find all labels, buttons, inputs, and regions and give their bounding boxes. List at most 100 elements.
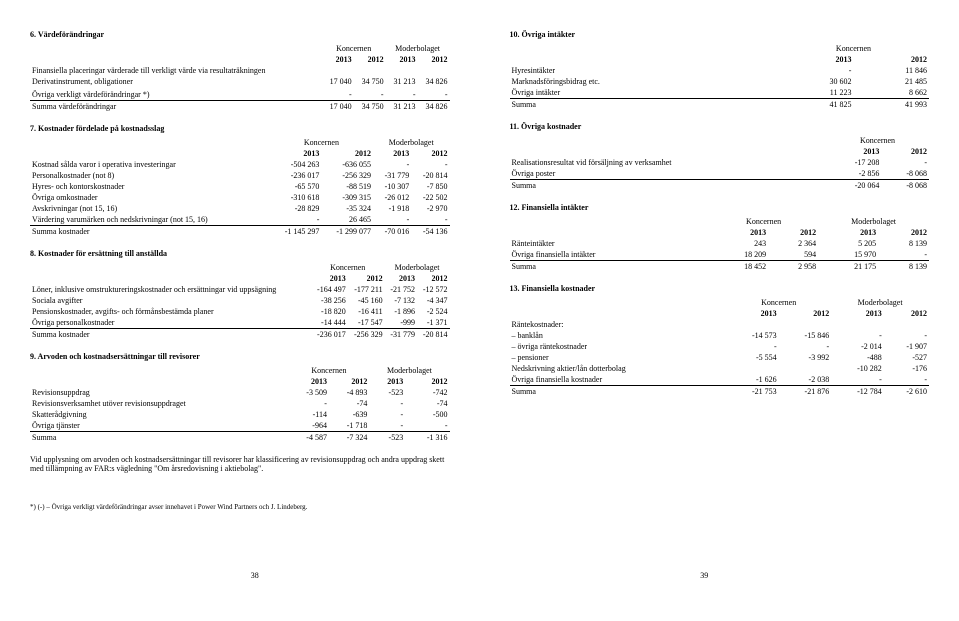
cell-value: - [289,398,329,409]
cell-value: -7 132 [385,295,417,306]
cell-value: 34 750 [354,76,386,87]
cell-value: -488 [831,352,884,363]
row-label: Hyresintäkter [510,65,778,76]
cell-value: -2 524 [417,306,449,317]
section-6-title: 6. Värdeförändringar [30,30,450,39]
table-12-body: Ränteintäkter2432 3645 2058 139Övriga fi… [510,238,930,272]
cell-value [884,319,929,330]
cell-value: - [411,159,449,170]
row-label: Summa kostnader [30,226,270,238]
cell-value: -1 896 [385,306,417,317]
page-numbers: 38 39 [30,571,929,580]
row-label: Övriga verkligt värdeförändringar *) [30,89,322,101]
row-label: Ränteintäkter [510,238,710,249]
cell-value: 41 993 [853,99,929,111]
table-7: Koncernen Moderbolaget 2013 2012 2013 20… [30,137,450,237]
row-label: Summa värdeförändringar [30,101,322,113]
group-head: Koncernen [826,135,929,146]
group-head: Koncernen [322,43,386,54]
row-label: Skatterådgivning [30,409,289,420]
cell-value: -176 [884,363,929,374]
section-8-title: 8. Kostnader för ersättning till anställ… [30,249,450,258]
cell-value: -45 160 [348,295,385,306]
cell-value: -14 573 [726,330,779,341]
cell-value: - [411,214,449,226]
cell-value: -70 016 [373,226,411,238]
cell-value: -4 893 [329,387,369,398]
row-label: Nedskrivning aktier/lån dotterbolag [510,363,727,374]
table-6-body: Finansiella placeringar värderade till v… [30,65,450,112]
year-head: 2012 [779,308,832,319]
cell-value: 34 826 [418,101,450,113]
cell-value: -1 918 [373,203,411,214]
row-label: Marknadsföringsbidrag etc. [510,76,778,87]
cell-value: -4 587 [289,432,329,444]
footnote-left: *) (-) – Övriga verkligt värdeförändring… [30,503,450,511]
table-6: Koncernen Moderbolaget 2013 2012 2013 20… [30,43,450,112]
group-head: Koncernen [289,365,370,376]
table-9-body: Revisionsuppdrag-3 509-4 893-523-742Revi… [30,387,450,443]
cell-value: -999 [385,317,417,329]
year-head: 2013 [289,376,329,387]
cell-value: -4 347 [417,295,449,306]
cell-value: 18 209 [709,249,768,261]
year-head: 2013 [778,54,854,65]
cell-value: 17 040 [322,76,354,87]
cell-value: 21 485 [853,76,929,87]
cell-value: -17 547 [348,317,385,329]
row-label: Avskrivningar (not 15, 16) [30,203,270,214]
cell-value: -636 055 [321,159,373,170]
row-label: – pensioner [510,352,727,363]
cell-value: -523 [369,387,405,398]
row-label: Summa [30,432,289,444]
row-label: Övriga finansiella intäkter [510,249,710,261]
cell-value: -17 208 [826,157,881,168]
row-label: Summa [510,180,827,192]
year-head: 2012 [418,54,450,65]
row-label: Övriga intäkter [510,87,778,99]
cell-value: - [726,341,779,352]
row-label: Finansiella placeringar värderade till v… [30,65,322,76]
cell-value: -14 444 [311,317,348,329]
cell-value: - [270,214,322,226]
row-label: Övriga omkostnader [30,192,270,203]
section-7-title: 7. Kostnader fördelade på kostnadsslag [30,124,450,133]
right-page: 10. Övriga intäkter Koncernen 2013 2012 … [510,20,930,511]
cell-value: -38 256 [311,295,348,306]
row-label: Personalkostnader (not 8) [30,170,270,181]
cell-value: -16 411 [348,306,385,317]
cell-value: - [405,420,449,432]
year-head: 2012 [348,273,385,284]
cell-value: 8 139 [878,261,929,273]
group-head: Moderbolaget [386,43,450,54]
cell-value: -256 329 [321,170,373,181]
table-8-body: Löner, inklusive omstruktureringskostnad… [30,284,450,340]
page-number-right: 39 [480,571,930,580]
section-10-title: 10. Övriga intäkter [510,30,930,39]
year-head: 2012 [354,54,386,65]
cell-value: -7 324 [329,432,369,444]
cell-value: -8 068 [881,180,929,192]
cell-value: -21 752 [385,284,417,295]
cell-value: -114 [289,409,329,420]
section-13-title: 13. Finansiella kostnader [510,284,930,293]
cell-value: 41 825 [778,99,854,111]
cell-value: 11 223 [778,87,854,99]
cell-value: -22 502 [411,192,449,203]
cell-value: 15 970 [818,249,878,261]
cell-value: -256 329 [348,329,385,341]
year-head: 2013 [709,227,768,238]
cell-value: -310 618 [270,192,322,203]
cell-value: - [418,89,450,101]
table-10-body: Hyresintäkter-11 846Marknadsföringsbidra… [510,65,930,110]
cell-value: -504 263 [270,159,322,170]
cell-value [354,65,386,76]
cell-value: -21 876 [779,386,832,398]
cell-value: 8 139 [878,238,929,249]
year-head: 2013 [311,273,348,284]
cell-value: -500 [405,409,449,420]
year-head: 2012 [768,227,818,238]
cell-value: -74 [405,398,449,409]
table-8: Koncernen Moderbolaget 2013 2012 2013 20… [30,262,450,340]
cell-value: -523 [369,432,405,444]
